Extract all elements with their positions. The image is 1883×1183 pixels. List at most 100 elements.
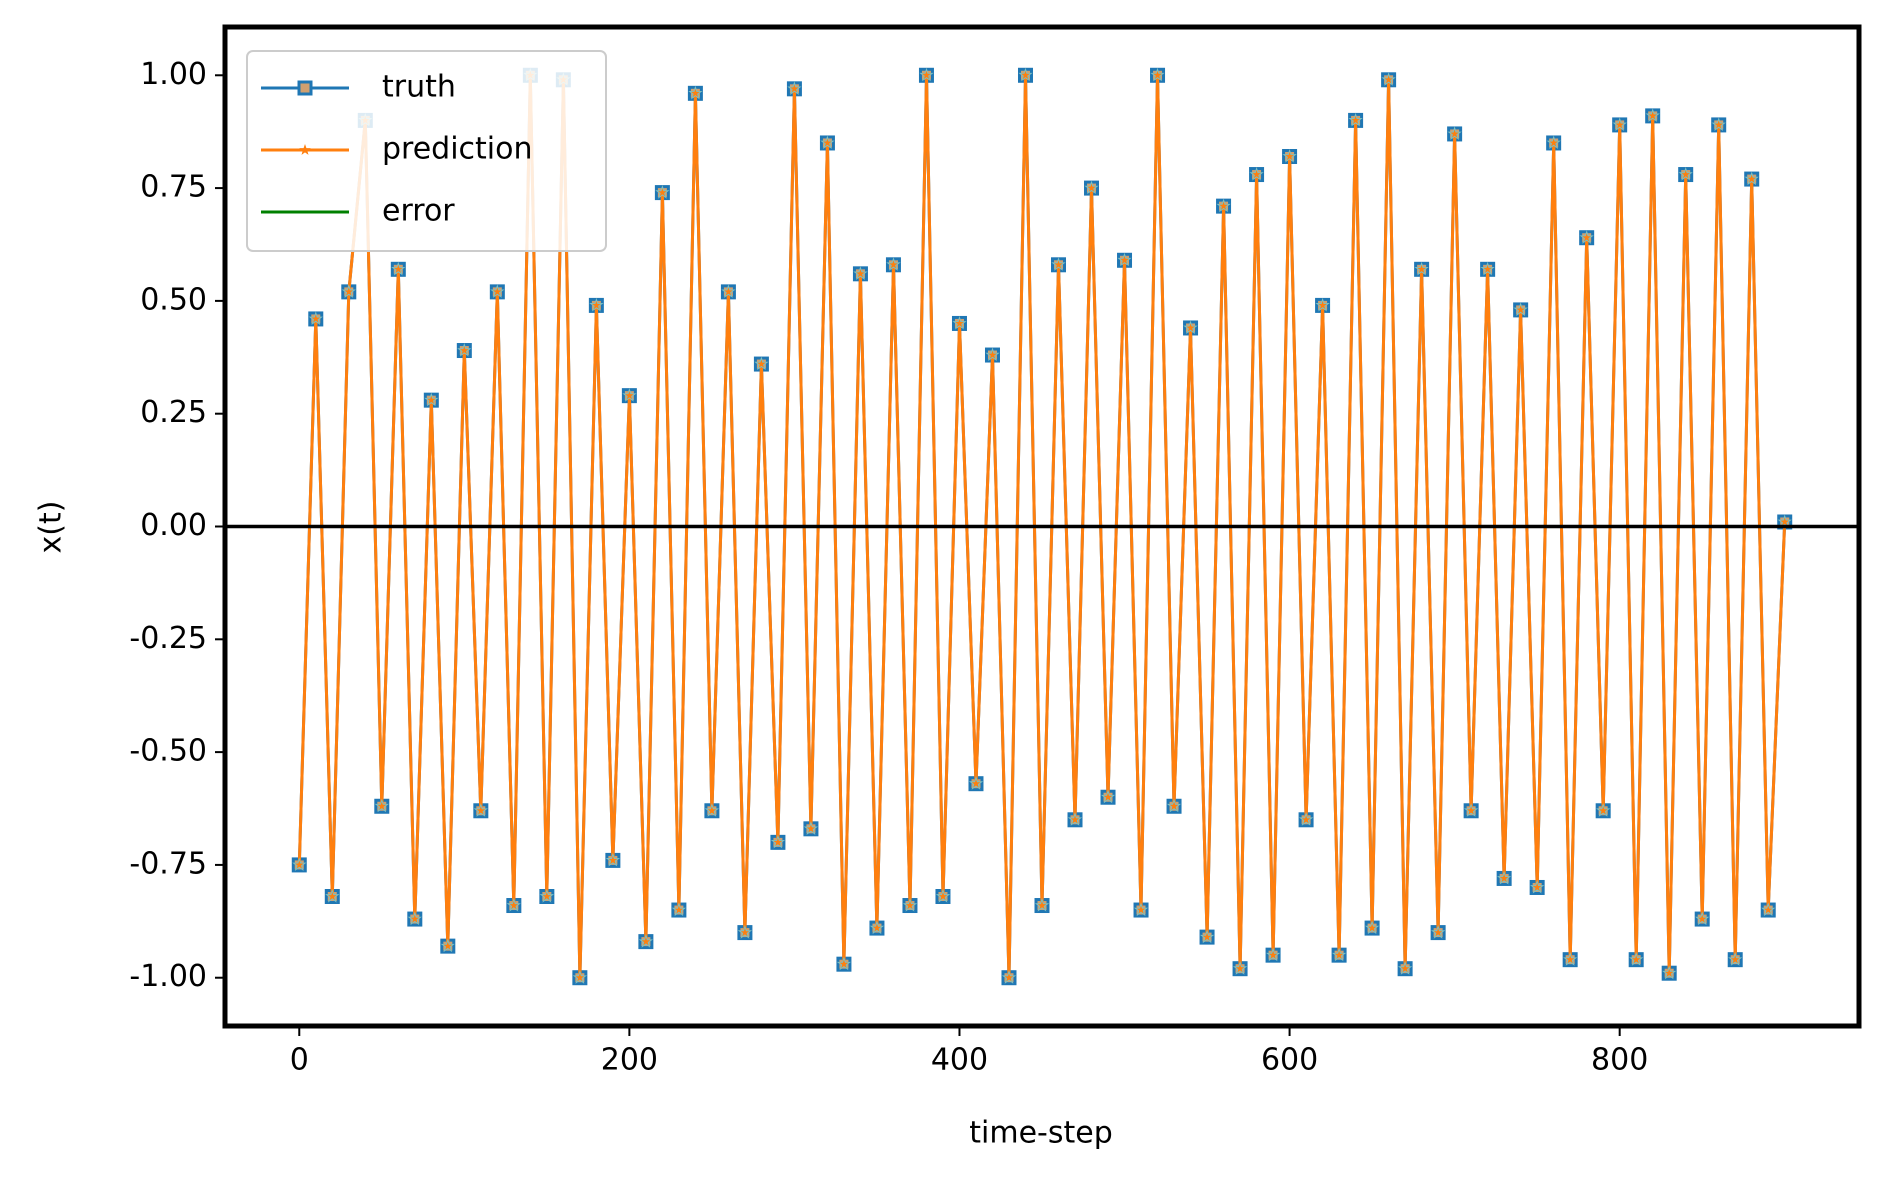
- data-point: [589, 297, 604, 312]
- data-point: [886, 257, 901, 271]
- axes-frame: [222, 24, 1862, 1029]
- data-point: [1728, 952, 1743, 966]
- data-point: [1249, 166, 1264, 181]
- data-point: [1645, 108, 1660, 122]
- data-point: [457, 342, 472, 357]
- x-tick-label: 600: [1261, 1043, 1318, 1078]
- data-point: [820, 135, 835, 150]
- data-point: [919, 67, 934, 82]
- data-point: [704, 803, 720, 817]
- data-point: [1529, 880, 1545, 894]
- data-point: [1381, 72, 1396, 86]
- data-point: [1777, 514, 1792, 529]
- data-point: [490, 284, 505, 298]
- data-point: [1678, 166, 1693, 181]
- data-point: [968, 776, 984, 790]
- series: [292, 67, 1792, 984]
- data-point: [1133, 902, 1149, 917]
- data-point: [803, 821, 819, 835]
- data-point: [1051, 257, 1066, 271]
- data-point: [935, 888, 951, 903]
- y-tick-label: -0.50: [129, 734, 207, 769]
- data-point: [1513, 302, 1528, 317]
- data-point: [1331, 947, 1347, 962]
- legend-box: [246, 50, 607, 252]
- data-point: [572, 970, 588, 984]
- data-point: [1001, 970, 1017, 984]
- data-point: [1480, 261, 1495, 276]
- x-tick-label: 200: [601, 1043, 658, 1078]
- data-point: [902, 898, 918, 912]
- data-point: [638, 934, 654, 948]
- data-point: [1579, 230, 1594, 244]
- data-point: [325, 888, 340, 903]
- y-tick-label: 0.25: [140, 395, 207, 430]
- data-point: [770, 834, 786, 849]
- data-point: [787, 81, 802, 95]
- data-point: [1414, 261, 1429, 276]
- data-point: [952, 315, 967, 330]
- data-point: [1232, 961, 1248, 975]
- y-axis-label: x(t): [34, 501, 69, 554]
- data-point: [1018, 67, 1033, 82]
- x-tick-label: 800: [1591, 1043, 1648, 1078]
- data-point: [473, 803, 488, 817]
- data-point: [1711, 117, 1726, 132]
- y-tick-label: 1.00: [140, 57, 207, 92]
- legend-label: truth: [382, 70, 456, 105]
- data-point: [869, 920, 885, 935]
- y-tick-label: -1.00: [129, 959, 207, 994]
- data-point: [622, 388, 637, 402]
- data-point: [1744, 171, 1759, 186]
- data-point: [407, 911, 422, 926]
- data-point: [341, 284, 356, 298]
- data-point: [308, 311, 323, 326]
- data-point: [539, 889, 555, 903]
- data-point: [1546, 135, 1561, 150]
- data-point: [1084, 180, 1099, 195]
- legend-label: prediction: [382, 132, 533, 167]
- data-point: [985, 347, 1000, 362]
- legend: truth prediction error: [246, 50, 607, 252]
- data-point: [1282, 148, 1297, 163]
- data-point: [1761, 902, 1776, 917]
- data-point: [655, 185, 670, 199]
- data-point: [1612, 117, 1627, 132]
- data-point: [1216, 198, 1231, 213]
- x-tick-label: 400: [931, 1043, 988, 1078]
- data-point: [605, 852, 621, 867]
- data-point: [1463, 803, 1479, 817]
- data-point: [754, 356, 769, 371]
- data-point: [391, 261, 406, 276]
- data-point: [1067, 812, 1083, 826]
- data-point: [1034, 897, 1050, 912]
- legend-marker: [299, 144, 311, 155]
- data-point: [1695, 911, 1710, 926]
- data-point: [1629, 952, 1644, 966]
- data-point: [1662, 965, 1677, 980]
- data-point: [506, 897, 521, 912]
- data-point: [1348, 112, 1363, 127]
- data-point: [1199, 929, 1215, 944]
- data-point: [1298, 812, 1314, 826]
- data-point: [1563, 952, 1578, 966]
- data-point: [424, 392, 439, 407]
- y-tick-label: -0.25: [129, 621, 207, 656]
- legend-marker: [297, 80, 313, 96]
- data-point: [1447, 126, 1462, 141]
- data-point: [1117, 252, 1132, 267]
- data-point: [1166, 798, 1182, 813]
- data-point: [721, 284, 736, 298]
- data-point: [1265, 947, 1281, 962]
- y-tick-label: 0.50: [140, 282, 207, 317]
- data-point: [1496, 871, 1512, 885]
- data-point: [1596, 803, 1611, 817]
- y-tick-label: -0.75: [129, 846, 207, 881]
- data-point: [440, 938, 455, 953]
- data-point: [292, 857, 307, 872]
- data-point: [688, 85, 703, 100]
- data-point: [1364, 920, 1380, 935]
- data-point: [1430, 925, 1446, 939]
- x-tick-label: 0: [290, 1043, 309, 1078]
